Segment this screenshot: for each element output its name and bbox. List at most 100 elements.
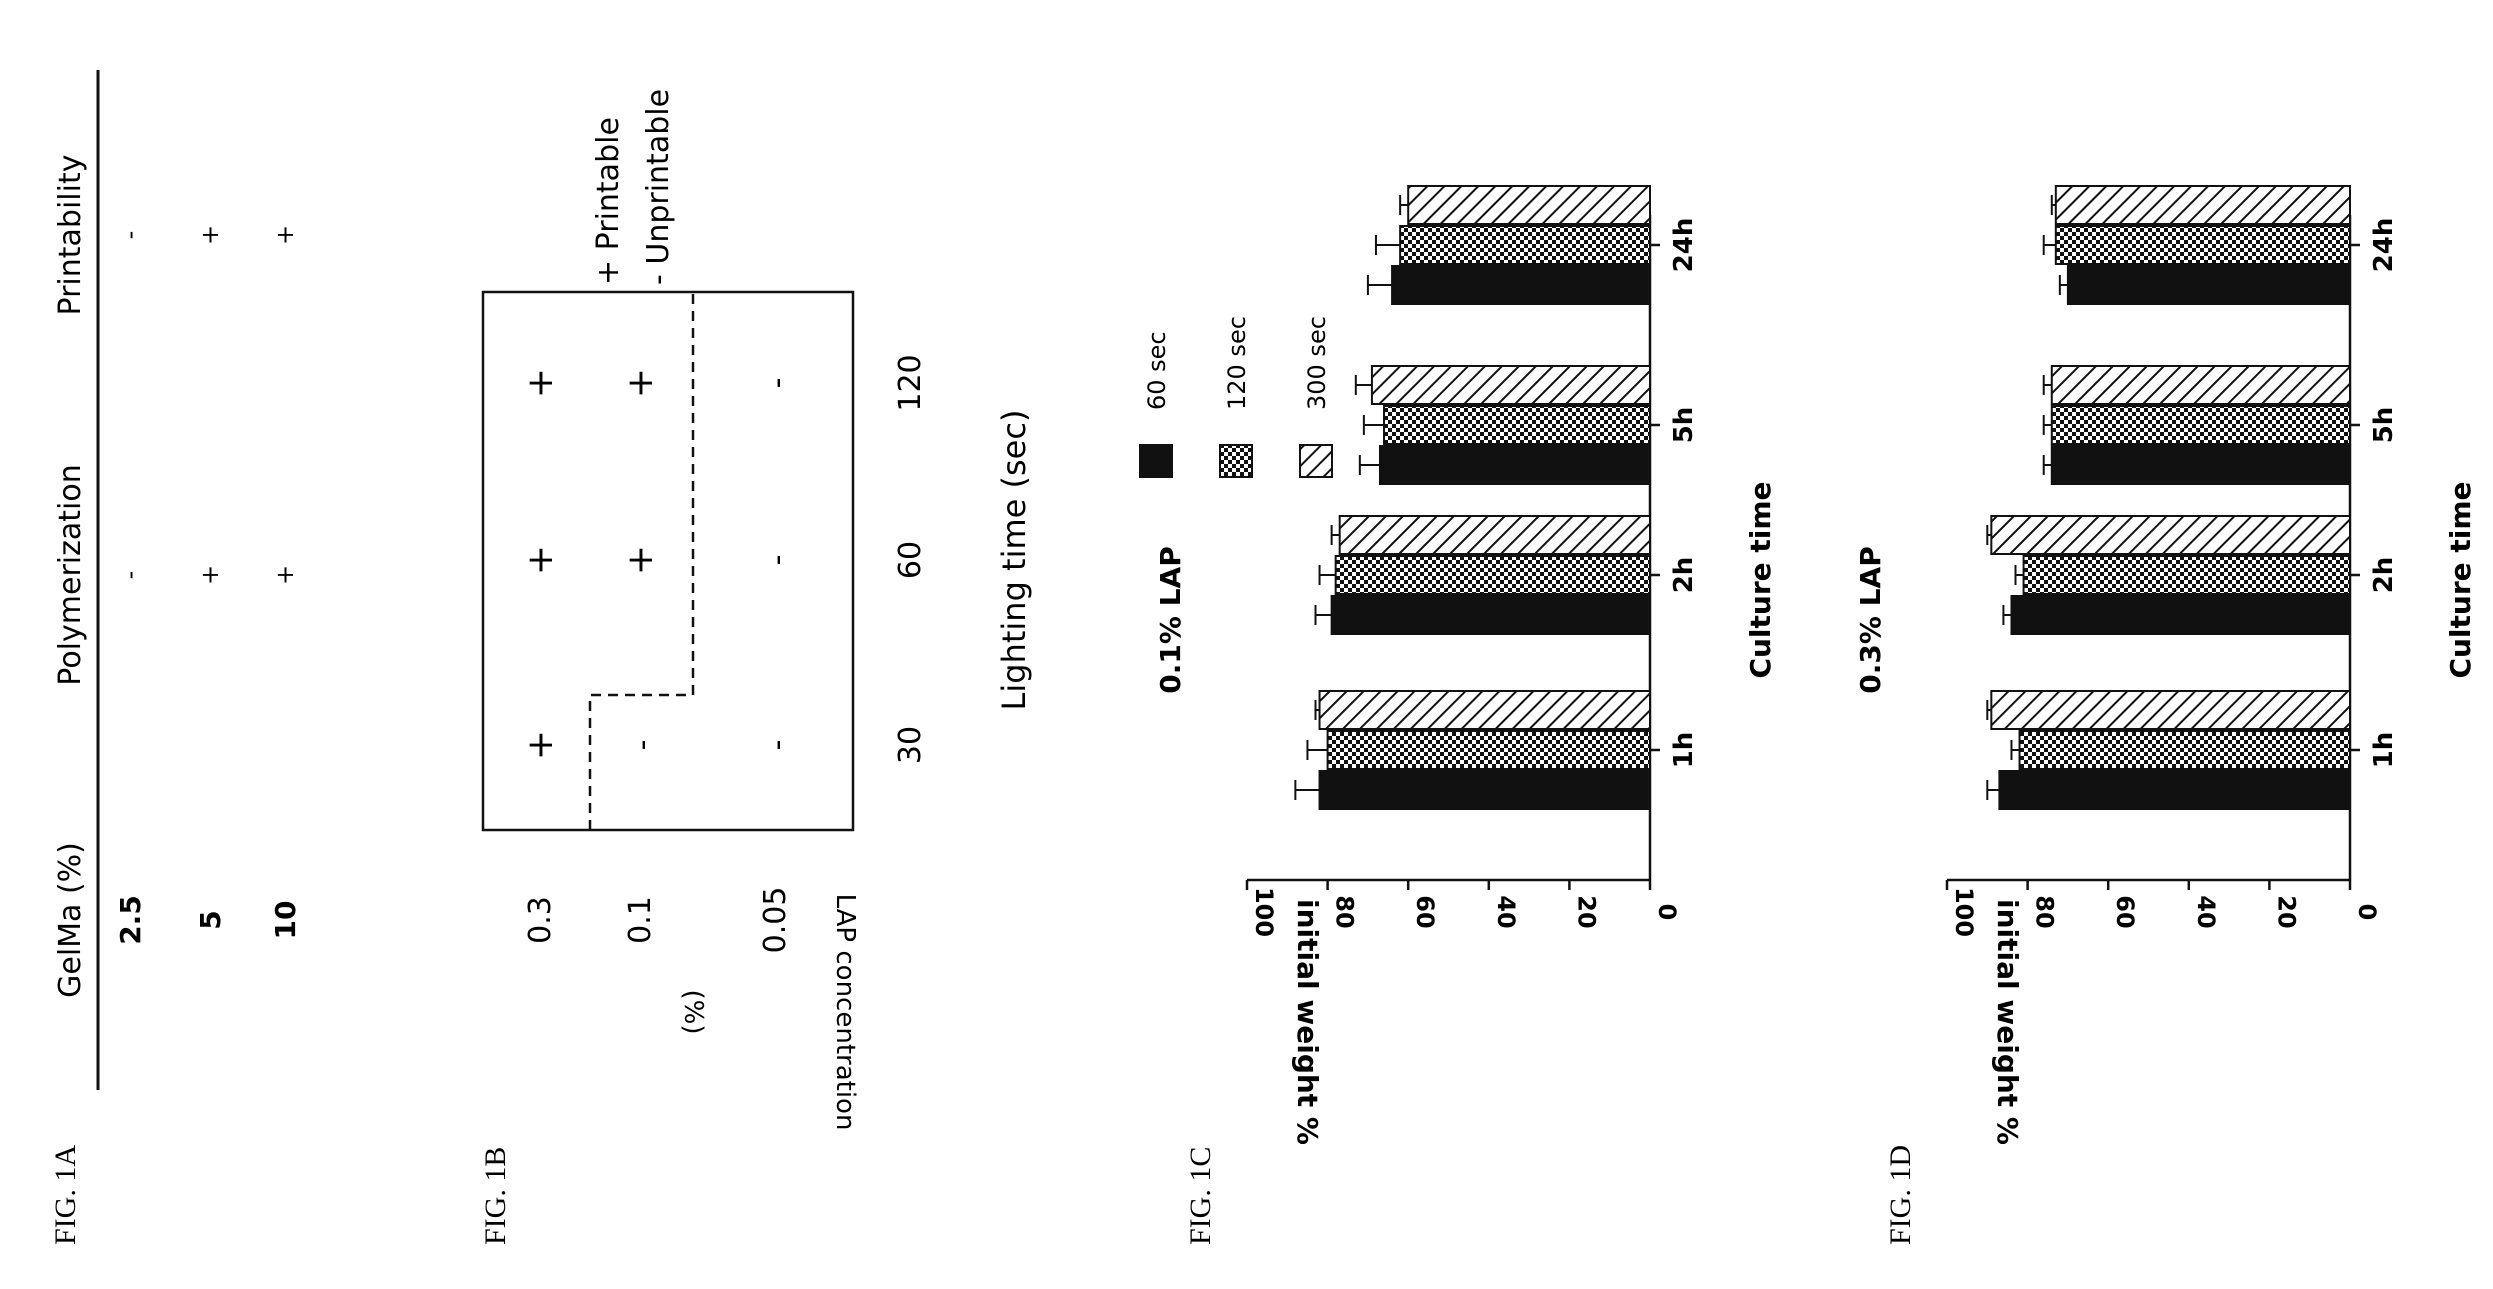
bar: [2022, 555, 2351, 595]
legend-label: 300 sec: [1303, 316, 1331, 410]
value-axis-tick-label: 100: [1950, 887, 1978, 937]
fig-1a-polymerization-value: +: [271, 565, 299, 585]
fig-1c-xlabel: Culture time: [1744, 481, 1777, 678]
fig-1b-concentration-tick: 0.05: [758, 887, 793, 954]
bar: [1998, 770, 2351, 810]
bar: [1318, 770, 1652, 810]
value-axis-tick-label: 100: [1250, 887, 1278, 937]
fig-1d-ylabel: initial weight %: [1991, 899, 2024, 1145]
fig-1b-label: FIG. 1B: [479, 1147, 512, 1245]
fig-1b-cell-symbol: +: [620, 545, 661, 575]
bar: [1326, 730, 1651, 770]
fig-1b-concentration-tick: 0.1: [623, 896, 658, 944]
category-tick-label: 24h: [1669, 218, 1699, 273]
fig-1a-gelma-value: 10: [269, 901, 302, 940]
fig-1b-ylabel-unit: (%): [678, 990, 708, 1035]
bar: [1399, 225, 1652, 265]
bar: [2054, 185, 2352, 225]
bar: [1338, 515, 1651, 555]
category-tick-label: 1h: [2369, 732, 2399, 769]
fig-1a-printability-value: +: [196, 225, 224, 245]
fig-1b-time-tick: 30: [893, 726, 928, 764]
legend-swatch: [1299, 444, 1333, 478]
fig-1d: FIG. 1D 0.3% LAP Culture time initial we…: [1854, 185, 2477, 1245]
bar: [1407, 185, 1651, 225]
fig-1b-time-tick: 60: [893, 541, 928, 579]
fig-1a-header-gelma: GelMa (%): [53, 842, 88, 998]
fig-1a-gelma-value: 5: [194, 910, 227, 929]
category-tick-label: 1h: [1669, 732, 1699, 769]
value-axis-tick-label: 60: [1411, 895, 1439, 928]
fig-1a-header-polymerization: Polymerization: [53, 464, 88, 685]
value-axis-tick-label: 20: [2272, 895, 2300, 928]
bar: [1330, 595, 1651, 635]
fig-1b-ylabel: LAP concentration: [830, 894, 860, 1131]
bar: [2010, 595, 2351, 635]
legend-label: 60 sec: [1143, 331, 1171, 410]
fig-1b-cell-symbol: +: [520, 730, 561, 760]
bar: [2054, 225, 2352, 265]
legend-swatch: [1139, 444, 1173, 478]
fig-1c: FIG. 1C 0.1% LAP Culture time initial we…: [1139, 185, 1777, 1245]
bar: [1990, 690, 2351, 730]
fig-1c-chart: 0 20 40 60 80 100 1h 2h 5h 24h: [1245, 185, 1699, 937]
fig-1b-cell-symbol: -: [625, 740, 660, 751]
fig-1a: FIG. 1A GelMa (%) Polymerization Printab…: [49, 70, 302, 1245]
fig-1a-header-printability: Printability: [53, 155, 88, 316]
category-tick-label: 2h: [2369, 557, 2399, 594]
value-axis-tick-label: 80: [2031, 895, 2059, 928]
fig-1b-concentration-tick: 0.3: [523, 896, 558, 944]
bar: [2018, 730, 2352, 770]
value-axis-tick-label: 60: [2111, 895, 2139, 928]
fig-1d-chart: 0 20 40 60 80 100 1h 2h 5h 24h: [1945, 185, 2399, 937]
fig-1b-plot-frame: [481, 290, 855, 832]
value-axis-tick-label: 40: [2192, 895, 2220, 928]
fig-1b-xlabel: Lighting time (sec): [995, 410, 1033, 711]
legend-swatch: [1219, 444, 1253, 478]
bar: [2050, 445, 2352, 485]
value-axis-tick-label: 80: [1331, 895, 1359, 928]
value-axis-tick-label: 0: [2353, 904, 2381, 921]
fig-1d-title: 0.3% LAP: [1854, 546, 1887, 693]
category-tick-label: 5h: [2369, 407, 2399, 444]
fig-1c-legend: 60 sec 120 sec 300 sec: [1139, 316, 1333, 478]
category-tick-label: 5h: [1669, 407, 1699, 444]
bar: [2050, 365, 2352, 405]
legend-label: 120 sec: [1223, 316, 1251, 410]
bar: [1334, 555, 1652, 595]
fig-1b: FIG. 1B LAP concentration (%) Lighting t…: [479, 89, 1033, 1245]
fig-1b-time-tick: 120: [893, 354, 928, 411]
fig-1b-legend-printable: + Printable: [591, 117, 626, 285]
fig-1c-label: FIG. 1C: [1184, 1147, 1217, 1245]
fig-1a-printability-value: -: [116, 231, 144, 240]
bar: [1378, 445, 1651, 485]
fig-1b-cell-symbol: +: [520, 368, 561, 398]
category-tick-label: 2h: [1669, 557, 1699, 594]
fig-1b-cell-symbol: -: [760, 555, 795, 566]
bar: [1990, 515, 2351, 555]
fig-1b-cell-symbol: +: [620, 368, 661, 398]
bar: [1383, 405, 1652, 445]
bar: [2050, 405, 2352, 445]
fig-1b-cell-symbol: -: [760, 740, 795, 751]
bar: [2066, 265, 2351, 305]
bar: [1370, 365, 1652, 405]
fig-1a-polymerization-value: -: [116, 571, 144, 580]
value-axis-tick-label: 20: [1572, 895, 1600, 928]
fig-1a-printability-value: +: [271, 225, 299, 245]
value-axis-tick-label: 0: [1653, 904, 1681, 921]
fig-1c-title: 0.1% LAP: [1154, 546, 1187, 693]
fig-1a-label: FIG. 1A: [49, 1145, 82, 1245]
fig-1b-legend-unprintable: - Unprintable: [641, 89, 676, 285]
fig-1d-label: FIG. 1D: [1884, 1145, 1917, 1245]
bar: [1391, 265, 1651, 305]
category-tick-label: 24h: [2369, 218, 2399, 273]
fig-1b-cell-symbol: -: [760, 378, 795, 389]
fig-1b-grid: 0.3 0.1 0.05 30 60 120 + + + - + + - - -: [520, 354, 928, 953]
fig-1b-cell-symbol: +: [520, 545, 561, 575]
fig-1a-polymerization-value: +: [196, 565, 224, 585]
fig-1a-gelma-value: 2.5: [114, 895, 147, 945]
fig-1d-xlabel: Culture time: [2444, 481, 2477, 678]
bar: [1318, 690, 1652, 730]
